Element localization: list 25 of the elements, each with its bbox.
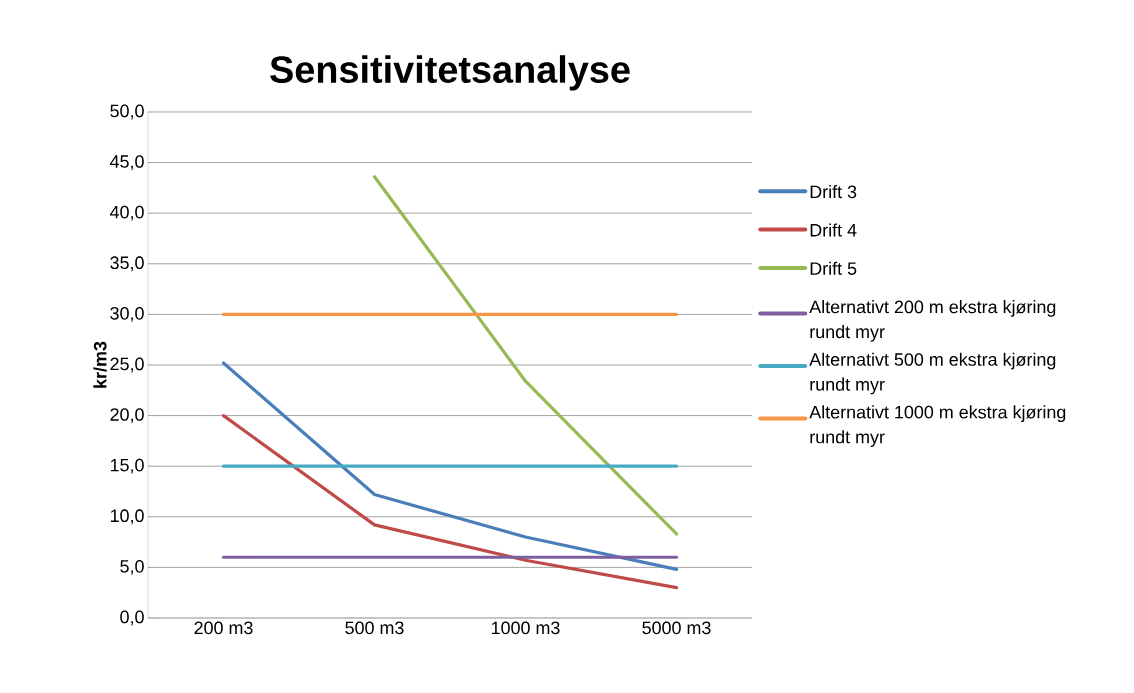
x-tick-label: 200 m3	[194, 621, 253, 635]
y-tick-label: 5,0	[120, 559, 144, 575]
y-tick-label: 20,0	[110, 408, 144, 423]
y-tick-label: 35,0	[110, 256, 144, 272]
legend-label: Drift 4	[810, 223, 857, 237]
line-series	[221, 413, 679, 590]
legend-label: Alternativt 500 m ekstra kjøring rundt myr	[809, 352, 1056, 395]
legend-label: Drift 3	[810, 185, 857, 199]
y-tick-label: 45,0	[109, 155, 144, 170]
x-tick-label: 1000 m3	[491, 621, 560, 635]
y-tick-label: 10,0	[110, 509, 144, 525]
y-tick-label: 30,0	[110, 306, 144, 322]
y-axis-title: kr/m3	[93, 341, 107, 388]
legend-label: Alternativt 1000 m ekstra kjøring rundt myr	[809, 405, 1066, 447]
chart-title: Sensitivitetsanalyse	[270, 55, 630, 91]
y-tick-label: 15,0	[110, 458, 144, 474]
y-tick-label: 40,0	[109, 205, 144, 221]
y-tick-label: 50,0	[110, 104, 144, 120]
y-tick-label: 0,0	[120, 610, 144, 626]
y-tick-label: 25,0	[110, 357, 144, 373]
legend-label: Alternativt 200 m ekstra kjøring rundt myr	[809, 300, 1056, 342]
x-tick-label: 5000 m3	[642, 621, 711, 635]
legend-label: Drift 5	[810, 261, 857, 275]
line-series	[221, 361, 679, 572]
x-tick-label: 500 m3	[345, 621, 404, 635]
